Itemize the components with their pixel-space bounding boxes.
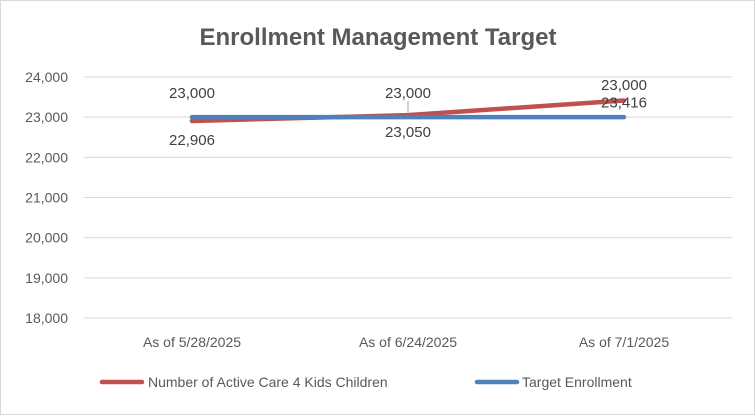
x-tick-label: As of 5/28/2025 xyxy=(143,334,241,350)
legend-label-1: Number of Active Care 4 Kids Children xyxy=(148,374,388,390)
y-tick-label: 21,000 xyxy=(25,190,68,206)
data-label-active: 23,050 xyxy=(385,124,431,141)
data-label-target: 23,000 xyxy=(169,85,215,102)
x-tick-label: As of 6/24/2025 xyxy=(359,334,457,350)
y-tick-label: 20,000 xyxy=(25,230,68,246)
series-lines xyxy=(189,98,627,124)
y-tick-label: 18,000 xyxy=(25,310,68,326)
data-labels: 23,000 23,000 23,000 22,906 23,050 23,416 xyxy=(169,77,647,149)
x-axis-ticks: As of 5/28/2025 As of 6/24/2025 As of 7/1/… xyxy=(143,334,669,350)
data-label-active: 22,906 xyxy=(169,132,215,149)
y-tick-label: 19,000 xyxy=(25,270,68,286)
data-label-target: 23,000 xyxy=(385,85,431,102)
y-tick-label: 23,000 xyxy=(25,109,68,125)
data-label-target: 23,000 xyxy=(601,77,647,94)
y-tick-label: 22,000 xyxy=(25,149,68,165)
y-tick-label: 24,000 xyxy=(25,69,68,85)
data-label-active: 23,416 xyxy=(601,94,647,111)
x-tick-label: As of 7/1/2025 xyxy=(579,334,670,350)
y-axis-ticks: 18,000 19,000 20,000 21,000 22,000 23,000 24,0… xyxy=(25,69,68,326)
legend: Number of Active Care 4 Kids Children Tar… xyxy=(99,374,632,390)
legend-label-2: Target Enrollment xyxy=(522,374,632,390)
chart-title: Enrollment Management Target xyxy=(200,24,557,51)
